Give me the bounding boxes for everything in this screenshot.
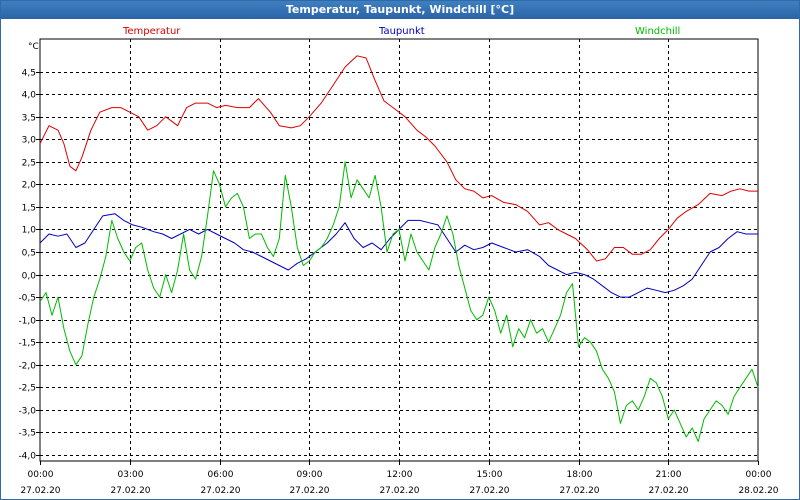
y-tick-label: -1,5 [18,339,36,349]
series-line-taupunkt [39,213,758,298]
y-tick-label: 2,5 [22,159,36,169]
series-lines [39,55,759,442]
y-tick-label: -3,5 [18,429,36,439]
x-tick-date: 27.02.20 [648,486,688,496]
y-tick-label: -2,0 [18,362,36,372]
y-tick-label: -2,5 [18,384,36,394]
x-tick-date: 28.02.20 [738,486,778,496]
x-tick-time: 00:00 [746,470,772,480]
series-line-temperatur [39,55,758,262]
x-axis-ticks: 00:00 27.02.20 03:00 27.02.20 06:00 27.02.20 0… [20,461,779,496]
x-tick-time: 21:00 [656,470,682,480]
y-tick-label: 2,0 [22,181,37,191]
x-tick-time: 06:00 [208,470,234,480]
chart-grid [40,39,758,461]
x-tick-time: 00:00 [28,470,54,480]
legend-taupunkt: Taupunkt [379,26,425,37]
y-tick-label: -4,0 [18,452,36,462]
x-tick-date: 27.02.20 [200,486,240,496]
y-tick-label: 0,5 [22,249,36,259]
x-tick-time: 09:00 [297,470,323,480]
y-tick-label: 3,0 [22,136,37,146]
x-tick-date: 27.02.20 [559,486,599,496]
x-tick-date: 27.02.20 [379,486,419,496]
y-tick-label: -3,0 [18,407,36,417]
legend-windchill: Windchill [635,26,681,37]
x-tick-date: 27.02.20 [20,486,60,496]
x-tick-time: 03:00 [118,470,144,480]
x-tick-date: 27.02.20 [289,486,329,496]
x-tick-time: 18:00 [567,470,593,480]
y-tick-label: 0,0 [22,272,37,282]
y-tick-label: 1,0 [22,226,37,236]
x-tick-date: 27.02.20 [110,486,150,496]
y-tick-label: -0,5 [18,294,36,304]
y-tick-label: 3,5 [22,114,36,124]
x-tick-time: 15:00 [477,470,503,480]
series-line-windchill [39,161,759,442]
window-title: Temperatur, Taupunkt, Windchill [°C] [1,1,799,19]
y-tick-label: 4,0 [22,91,37,101]
x-tick-date: 27.02.20 [469,486,509,496]
y-tick-label: 4,5 [22,69,36,79]
y-tick-label: 1,5 [22,204,36,214]
legend-temperatur: Temperatur [123,26,181,37]
y-axis-ticks: -4,0 -3,5 -3,0 -2,5 -2,0 -1,5 -1,0 -0,5 0,0 0,5 1,… [18,69,40,462]
x-tick-time: 12:00 [387,470,413,480]
y-axis-unit: °C [28,42,39,52]
y-tick-label: -1,0 [18,317,36,327]
